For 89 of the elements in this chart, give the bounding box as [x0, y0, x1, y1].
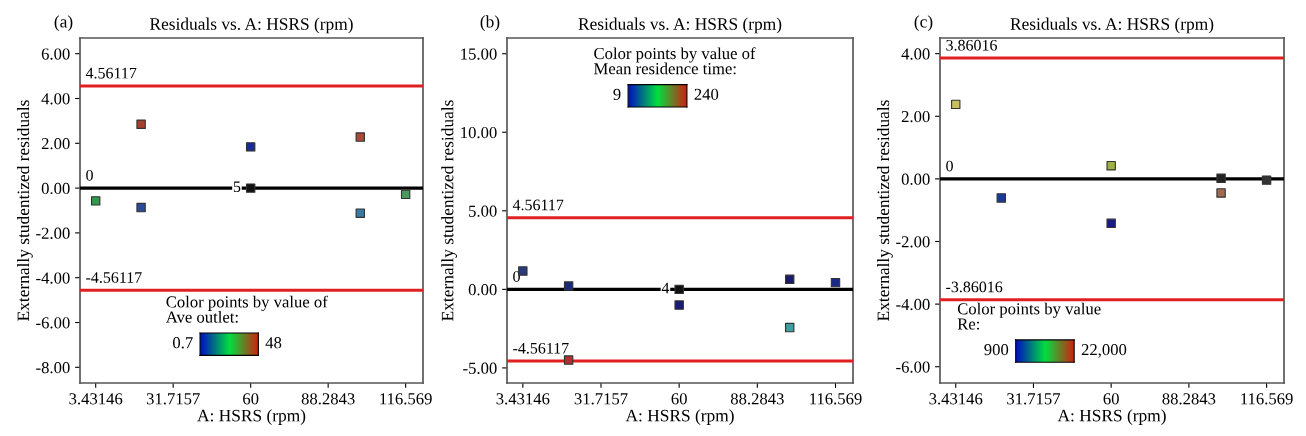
y-tick-label: 10.00	[461, 126, 497, 139]
point	[1216, 188, 1226, 198]
x-axis-title: A: HSRS (rpm)	[197, 409, 306, 425]
y-tick-label: 15.00	[461, 48, 497, 60]
y-tick-label: 2.00	[41, 137, 70, 150]
x-tick-label: 31.7157	[1007, 393, 1061, 405]
x-tick-label: 116.569	[810, 393, 862, 405]
y-tick-label: 0.00	[901, 173, 930, 185]
annotation: 900	[984, 344, 1009, 356]
point	[245, 142, 256, 152]
point	[674, 300, 684, 310]
point	[996, 193, 1006, 203]
x-axis-title: A: HSRS (rpm)	[1057, 409, 1166, 425]
point	[563, 281, 574, 291]
y-tick-label: -2.00	[36, 227, 70, 239]
annotation: Color points by value of Ave outlet:	[165, 295, 328, 323]
x-tick-label: 3.43146	[929, 393, 983, 405]
point	[136, 119, 146, 129]
y-tick-label: 0.00	[468, 284, 497, 296]
point	[674, 284, 684, 295]
point	[951, 99, 961, 110]
point	[830, 277, 841, 288]
x-axis-title: A: HSRS (rpm)	[625, 409, 734, 425]
y-tick-label: -5.00	[463, 362, 497, 374]
y-tick-label: -6.00	[896, 361, 930, 373]
x-tick-label: 116.569	[1241, 393, 1293, 405]
text: (c)	[914, 15, 933, 32]
point	[355, 208, 365, 218]
point	[1216, 173, 1226, 183]
annotation: 5	[233, 181, 241, 193]
annotation: 22,000	[1081, 344, 1127, 358]
point	[355, 132, 365, 142]
ref-line-label: -3.86016	[946, 281, 1003, 293]
y-axis-title: Externally studentized residuals	[441, 100, 457, 321]
x-tick-label: 88.2843	[730, 393, 784, 405]
ref-line-label: 0	[946, 160, 953, 172]
ref-line-label: 3.86016	[946, 39, 997, 51]
point	[1106, 218, 1116, 229]
chart-title: Residuals vs. A: HSRS (rpm)	[1010, 17, 1214, 34]
y-axis-title: Externally studentized residuals	[16, 100, 33, 321]
x-tick-label: 60	[243, 393, 259, 405]
y-tick-label: -6.00	[36, 317, 70, 329]
ref-line-label: -4.56117	[513, 342, 569, 354]
x-tick-label: 31.7157	[146, 393, 200, 405]
annotation: Color points by value Re:	[957, 302, 1101, 330]
annotation: 4	[661, 282, 670, 294]
x-tick-label: 88.2843	[1162, 393, 1216, 405]
x-tick-label: 60	[671, 393, 687, 405]
x-tick-label: 3.43146	[69, 393, 123, 405]
y-axis-title: Externally studentized residuals	[876, 100, 893, 321]
ref-line-label: 4.56117	[512, 199, 564, 211]
y-tick-label: -4.00	[896, 298, 930, 311]
point	[136, 202, 146, 213]
y-tick-label: -8.00	[36, 362, 70, 374]
x-tick-label: 88.2843	[301, 393, 355, 405]
ref-line-label: 0	[513, 271, 520, 282]
point	[1106, 161, 1116, 171]
point	[90, 196, 101, 206]
y-tick-label: 6.00	[41, 48, 70, 60]
y-tick-label: 4.00	[41, 93, 70, 105]
y-tick-label: 2.00	[901, 110, 930, 123]
point	[784, 322, 795, 333]
x-tick-label: 116.569	[380, 393, 432, 405]
point	[400, 189, 411, 200]
ref-line-label: 0	[86, 169, 93, 181]
y-tick-label: 5.00	[469, 205, 497, 217]
chart-title: Residuals vs. A: HSRS (rpm)	[578, 17, 782, 34]
x-tick-label: 60	[1103, 393, 1119, 405]
chart-title: Residuals vs. A: HSRS (rpm)	[149, 17, 353, 34]
annotation: 240	[694, 88, 719, 100]
ref-line-label: -4.56117	[86, 272, 142, 283]
point	[1261, 175, 1272, 185]
point	[245, 183, 256, 193]
y-tick-label: 0.00	[41, 182, 70, 195]
annotation: 48	[265, 337, 282, 349]
y-tick-label: 4.00	[901, 48, 930, 60]
annotation: 9	[613, 88, 621, 100]
point	[518, 266, 528, 276]
point	[784, 274, 795, 285]
y-tick-label: -4.00	[36, 272, 70, 284]
x-tick-label: 31.7157	[574, 393, 628, 405]
y-tick-label: -2.00	[896, 236, 930, 248]
text: (a)	[54, 15, 73, 32]
annotation: 0.7	[172, 337, 193, 349]
text: (b)	[480, 15, 500, 32]
annotation: Color points by value of Mean residence time:	[593, 47, 756, 75]
x-tick-label: 3.43146	[496, 393, 550, 405]
ref-line-label: 4.56117	[85, 67, 137, 79]
point	[563, 355, 574, 365]
